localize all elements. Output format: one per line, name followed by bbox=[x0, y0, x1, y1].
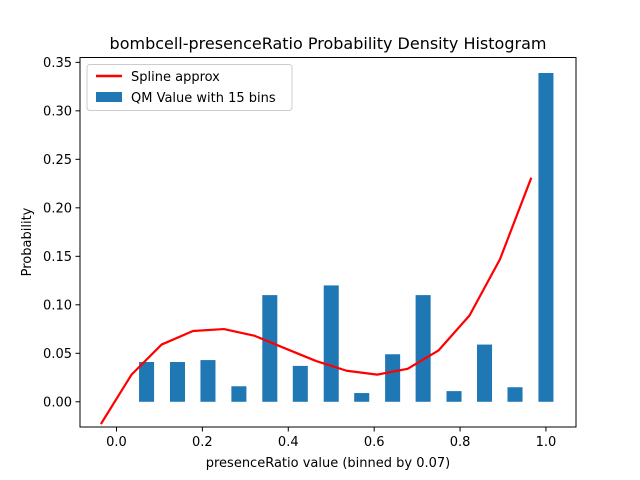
x-tick-label: 0.0 bbox=[106, 435, 127, 450]
y-tick-label: 0.05 bbox=[43, 347, 72, 362]
y-tick-label: 0.10 bbox=[43, 298, 72, 313]
histogram-bar bbox=[323, 285, 339, 402]
y-tick-label: 0.35 bbox=[43, 56, 72, 71]
legend-label-bars: QM Value with 15 bins bbox=[131, 91, 276, 106]
y-tick-label: 0.20 bbox=[43, 201, 72, 216]
x-tick-label: 0.2 bbox=[192, 435, 213, 450]
x-tick-label: 0.8 bbox=[450, 435, 471, 450]
x-axis-label: presenceRatio value (binned by 0.07) bbox=[206, 456, 451, 471]
histogram-bar bbox=[385, 354, 401, 402]
legend: Spline approx QM Value with 15 bins bbox=[86, 64, 293, 111]
y-axis: 0.00 0.05 0.10 0.15 0.20 0.25 0.30 0.35 bbox=[43, 56, 80, 410]
histogram-bar bbox=[477, 344, 493, 402]
histogram-bar bbox=[538, 73, 554, 402]
x-tick-label: 0.4 bbox=[278, 435, 299, 450]
x-tick-label: 1.0 bbox=[536, 435, 557, 450]
legend-label-spline: Spline approx bbox=[131, 70, 220, 85]
histogram-bar bbox=[415, 295, 431, 402]
y-tick-label: 0.25 bbox=[43, 153, 72, 168]
histogram-bar bbox=[507, 387, 523, 402]
histogram-bar bbox=[169, 362, 185, 402]
y-axis-label: Probability bbox=[20, 207, 35, 276]
histogram-bar bbox=[231, 386, 247, 402]
y-tick-label: 0.00 bbox=[43, 395, 72, 410]
spline-line bbox=[99, 177, 533, 425]
legend-bar-swatch bbox=[96, 92, 122, 102]
y-tick-label: 0.15 bbox=[43, 250, 72, 265]
x-tick-label: 0.6 bbox=[364, 435, 385, 450]
histogram-bar bbox=[200, 360, 216, 402]
plot-frame bbox=[79, 57, 577, 428]
histogram-bar bbox=[446, 391, 462, 402]
histogram-bar bbox=[139, 362, 155, 402]
plot-area bbox=[99, 73, 554, 425]
chart-title: bombcell-presenceRatio Probability Densi… bbox=[110, 34, 547, 53]
histogram-bar bbox=[262, 295, 278, 402]
y-tick-label: 0.30 bbox=[43, 104, 72, 119]
legend-box bbox=[86, 64, 293, 111]
histogram-bar bbox=[354, 393, 370, 402]
histogram-bar bbox=[292, 365, 308, 402]
x-axis: 0.0 0.2 0.4 0.6 0.8 1.0 bbox=[106, 427, 556, 450]
